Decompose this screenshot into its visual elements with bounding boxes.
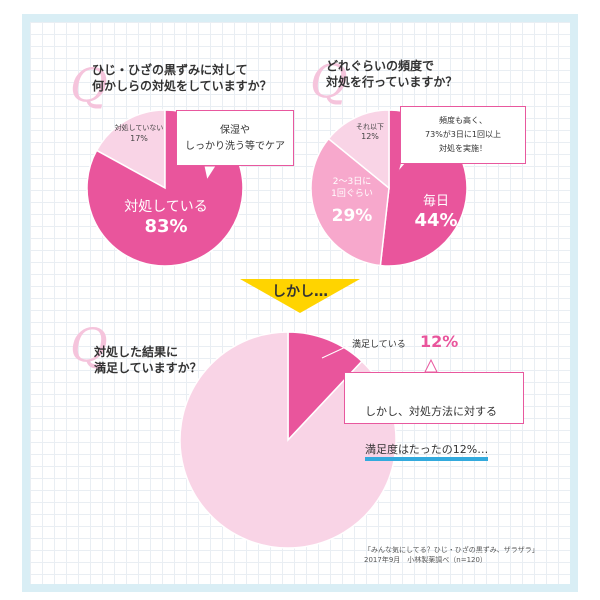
pie3-callout-line2: 満足度はたったの12%… [365, 442, 489, 461]
question-2: どれぐらいの頻度で 対処を行っていますか？ [326, 59, 458, 89]
pie3-callout: しかし、対処方法に対する 満足度はたったの12%… [344, 372, 524, 461]
down-arrow [240, 279, 360, 313]
question-3: 対処した結果に 満足していますか？ [94, 345, 202, 375]
pie1-slice-対処していない [95, 109, 166, 190]
pie1-value-treated: 83% [144, 216, 188, 237]
bubble1-tail [203, 165, 217, 182]
pie3-slice-other [179, 331, 397, 549]
question-1: ひじ・ひざの黒ずみに対して 何かしらの対処をしていますか？ [92, 63, 272, 93]
pie2-value-2-3days: 29% [331, 206, 373, 226]
pie2-label-2-3days: 2〜3日に 1回ぐらい [331, 177, 373, 199]
pie-chart-3 [179, 331, 397, 549]
pie2-slice-それ以下 [327, 109, 390, 190]
pie1-callout: 保湿や しっかり洗う等でケア [176, 110, 294, 166]
satisfied-leader-line [321, 344, 351, 359]
pie1-value-not-treated: 17% [130, 134, 148, 143]
pie3-slice-満足している [287, 331, 363, 442]
pie2-callout: 頻度も高く、 73%が3日に1回以上 対処を実施！ [400, 106, 526, 164]
pie2-value-less: 12% [361, 132, 379, 141]
q-mark-2: Q [310, 54, 348, 108]
pie3-label-satisfied: 満足している [352, 340, 406, 350]
pie2-slice-2〜3日に1回ぐらい [310, 137, 390, 267]
transition-text: しかし… [272, 284, 328, 300]
source-note: 「みんな気にしてる？ひじ・ひざの黒ずみ、ザラザラ」 2017年9月 小林製薬調べ… [364, 546, 539, 564]
pie2-label-less: それ以下 [356, 123, 384, 131]
pie1-label-not-treated: 対処していない [114, 124, 164, 132]
pie2-label-daily: 毎日 [422, 194, 449, 209]
bubble3-tail [424, 358, 438, 373]
q-mark-3: Q [70, 318, 108, 372]
q-mark-1: Q [70, 58, 108, 112]
pie3-callout-line1: しかし、対処方法に対する [365, 405, 497, 418]
pie2-value-daily: 44% [414, 210, 458, 231]
pie3-value-satisfied: 12% [420, 332, 459, 351]
pie1-label-treated: 対処している [124, 199, 208, 215]
